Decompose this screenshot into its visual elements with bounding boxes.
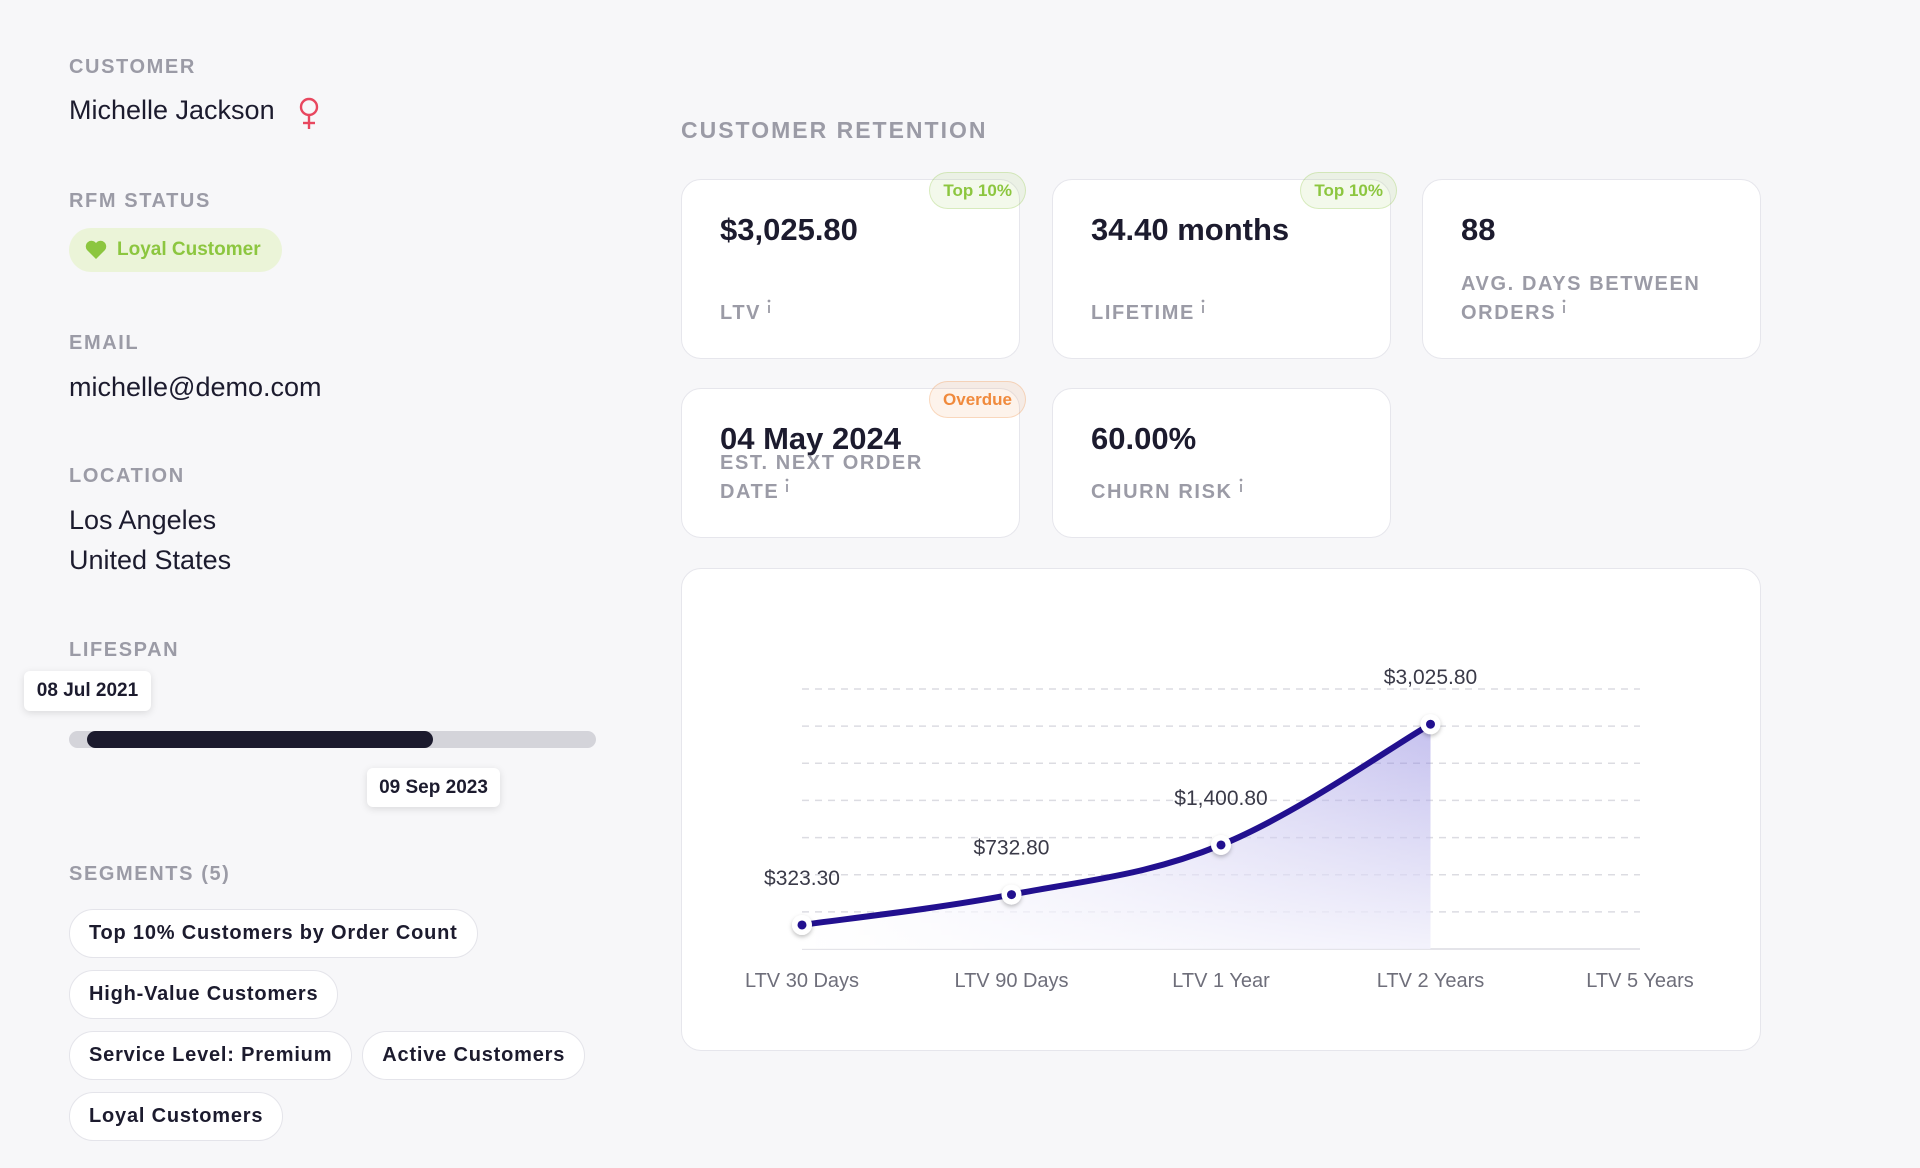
segment-list: Top 10% Customers by Order Count High-Val… xyxy=(69,909,609,1141)
metric-label: AVG. DAYS BETWEEN ORDERS xyxy=(1461,273,1701,324)
metric-label: LIFETIME xyxy=(1091,302,1195,324)
lifespan-start: 08 Jul 2021 xyxy=(24,671,151,711)
lifespan-end: 09 Sep 2023 xyxy=(367,768,500,807)
metric-label-wrap: LTV xyxy=(720,299,980,328)
metric-label: LTV xyxy=(720,302,762,324)
location-label: LOCATION xyxy=(69,465,185,487)
x-tick-label: LTV 2 Years xyxy=(1377,970,1484,992)
heart-icon xyxy=(85,240,107,259)
chart-card: LTV 30 Days LTV 90 Days LTV 1 Year LTV 2 Ye… xyxy=(681,568,1761,1051)
segment-pill: Active Customers xyxy=(362,1031,586,1080)
info-icon xyxy=(1239,478,1242,492)
info-icon xyxy=(767,299,771,313)
value-label: $1,400.80 xyxy=(1174,787,1267,810)
segments-label: SEGMENTS (5) xyxy=(69,863,231,885)
metric-label-wrap: EST. NEXT ORDER DATE xyxy=(720,449,980,507)
metric-card: 04 May 2024 EST. NEXT ORDER DATE Overdue xyxy=(681,381,1026,538)
x-tick-label: LTV 30 Days xyxy=(745,970,859,992)
area-fade xyxy=(802,724,1431,949)
rfm-label: RFM STATUS xyxy=(69,190,211,212)
info-icon xyxy=(1201,299,1205,313)
value-label: $732.80 xyxy=(974,837,1050,860)
info-icon xyxy=(1562,299,1566,313)
metric-card: $3,025.80 LTV Top 10% xyxy=(681,172,1026,359)
metric-badge: Overdue xyxy=(929,381,1026,418)
x-tick-label: LTV 90 Days xyxy=(954,970,1068,992)
x-tick-label: LTV 5 Years xyxy=(1586,970,1693,992)
metric-card: 34.40 months LIFETIME Top 10% xyxy=(1052,172,1397,359)
retention-title: CUSTOMER RETENTION xyxy=(681,117,988,143)
rfm-badge: Loyal Customer xyxy=(69,228,282,272)
female-icon xyxy=(299,97,319,129)
email-value: michelle@demo.com xyxy=(69,372,322,402)
metric-card: 60.00% CHURN RISK xyxy=(1052,388,1391,538)
metric-card: 88 AVG. DAYS BETWEEN ORDERS xyxy=(1422,179,1761,359)
ltv-chart: LTV 30 Days LTV 90 Days LTV 1 Year LTV 2 Ye… xyxy=(745,666,1694,992)
metric-label-wrap: LIFETIME xyxy=(1091,299,1351,328)
metric-value: 34.40 months xyxy=(1091,212,1290,247)
lifespan-fill xyxy=(87,731,433,748)
segment-pill: Loyal Customers xyxy=(69,1092,284,1141)
info-icon xyxy=(785,478,789,492)
value-label: $323.30 xyxy=(764,867,840,890)
point-dot xyxy=(1426,719,1435,729)
metric-label: EST. NEXT ORDER DATE xyxy=(720,452,923,503)
lifespan-label: LIFESPAN xyxy=(69,639,180,661)
metric-label: CHURN RISK xyxy=(1091,481,1233,503)
point-dot xyxy=(1007,890,1016,900)
metric-badge: Top 10% xyxy=(929,172,1026,209)
metric-value: 04 May 2024 xyxy=(720,421,901,456)
customer-label: CUSTOMER xyxy=(69,56,196,78)
line xyxy=(799,721,1434,928)
email-label: EMAIL xyxy=(69,332,140,354)
segment-pill: Top 10% Customers by Order Count xyxy=(69,909,478,958)
segment-pill: High-Value Customers xyxy=(69,970,339,1019)
metric-label-wrap: AVG. DAYS BETWEEN ORDERS xyxy=(1461,270,1721,328)
location-country: United States xyxy=(69,545,232,575)
value-label: $3,025.80 xyxy=(1384,666,1477,689)
x-tick-label: LTV 1 Year xyxy=(1172,970,1270,992)
metric-value: 60.00% xyxy=(1091,421,1197,456)
location-city: Los Angeles xyxy=(69,505,217,535)
rfm-status: Loyal Customer xyxy=(117,239,261,260)
point-dot xyxy=(1216,840,1226,850)
metric-value: 88 xyxy=(1461,212,1496,247)
customer-name: Michelle Jackson xyxy=(69,95,275,125)
metric-label-wrap: CHURN RISK xyxy=(1091,478,1351,507)
metric-value: $3,025.80 xyxy=(720,212,858,247)
metric-badge: Top 10% xyxy=(1300,172,1397,209)
point-dot xyxy=(797,920,807,930)
segment-pill: Service Level: Premium xyxy=(69,1031,353,1080)
